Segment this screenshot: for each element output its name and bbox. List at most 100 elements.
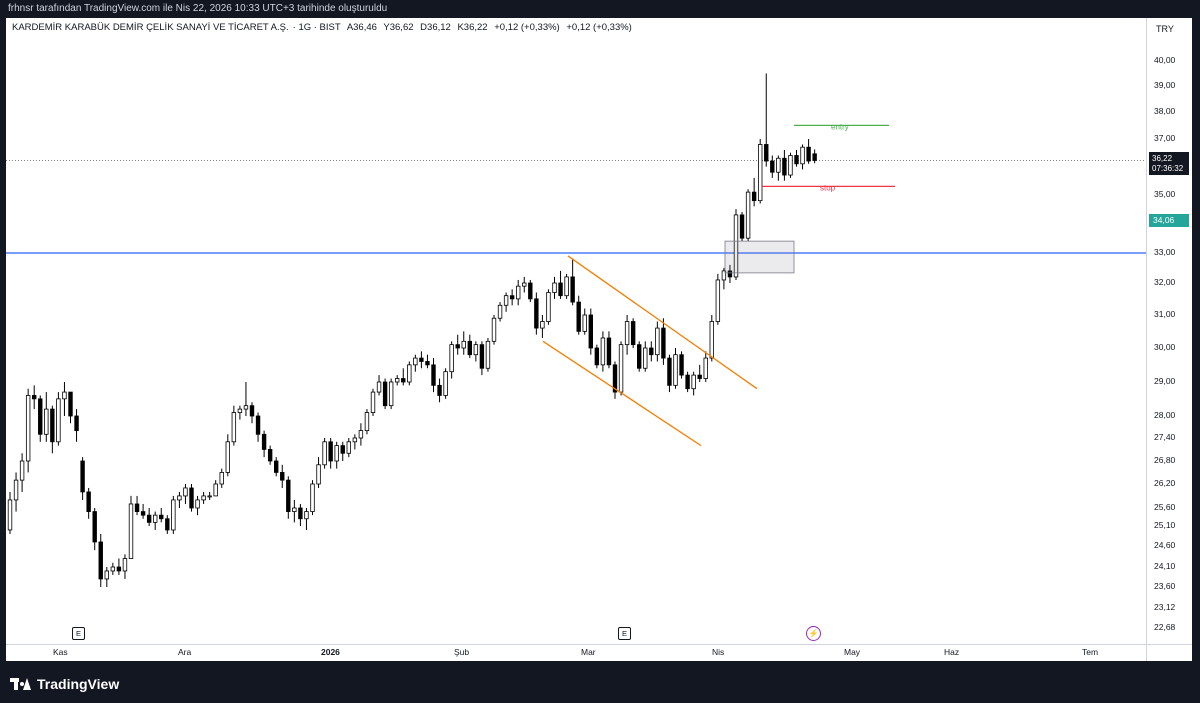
price-tick-label: 28,00 bbox=[1154, 410, 1176, 420]
time-axis-divider bbox=[6, 644, 1192, 645]
tradingview-logo[interactable]: TradingView bbox=[10, 676, 119, 692]
price-tick-label: 40,00 bbox=[1154, 55, 1176, 65]
candle-body bbox=[310, 483, 315, 512]
time-tick-label: Kas bbox=[53, 647, 68, 657]
price-tick-label: 37,00 bbox=[1154, 133, 1176, 143]
candle-body bbox=[31, 395, 37, 400]
candle-body bbox=[443, 371, 448, 396]
candle-body bbox=[758, 144, 763, 202]
candle-body bbox=[134, 503, 140, 512]
candle-body bbox=[679, 354, 684, 376]
candle-body bbox=[491, 317, 497, 342]
candle-body bbox=[594, 347, 600, 366]
candle-body bbox=[213, 483, 218, 497]
candle-body bbox=[388, 381, 394, 407]
price-tick-label: 23,12 bbox=[1154, 602, 1176, 612]
candle-body bbox=[243, 405, 249, 410]
candle-body bbox=[140, 511, 146, 516]
candle-body bbox=[745, 191, 751, 239]
currency-label[interactable]: TRY bbox=[1156, 24, 1174, 34]
candle-body bbox=[643, 347, 648, 369]
candle-body bbox=[92, 511, 97, 543]
candle-body bbox=[358, 430, 364, 439]
candle-body bbox=[25, 395, 31, 462]
candle-body bbox=[558, 282, 563, 297]
earnings-event-icon[interactable]: E bbox=[72, 627, 85, 640]
price-tick-label: 33,00 bbox=[1154, 247, 1176, 257]
chart-frame[interactable]: entry stop KARDEMİR KARABÜK DEMİR ÇELİK S… bbox=[6, 18, 1192, 661]
time-tick-label: Haz bbox=[944, 647, 960, 657]
time-tick-label: Mar bbox=[581, 647, 596, 657]
ohlc-open: A36,46 bbox=[346, 22, 377, 33]
candle-body bbox=[685, 374, 690, 390]
candle-body bbox=[794, 155, 799, 165]
candle-body bbox=[401, 378, 406, 383]
candle-body bbox=[165, 518, 170, 531]
candle-body bbox=[788, 155, 793, 176]
candle-body bbox=[461, 340, 466, 349]
candle-body bbox=[195, 499, 200, 509]
candle-body bbox=[56, 398, 61, 443]
candle-body bbox=[249, 405, 255, 417]
candle-body bbox=[570, 276, 575, 303]
candle-body bbox=[407, 364, 412, 383]
price-axis-divider bbox=[1146, 18, 1147, 661]
price-tick-label: 25,10 bbox=[1154, 520, 1176, 530]
candle-body bbox=[618, 344, 624, 393]
time-tick-label: Şub bbox=[454, 647, 470, 657]
candle-body bbox=[503, 295, 509, 306]
chart-canvas[interactable]: entry stop bbox=[6, 18, 1192, 661]
ohlc-change-alt: +0,12 (+0,33%) bbox=[566, 22, 632, 33]
price-tick-label: 24,10 bbox=[1154, 561, 1176, 571]
candle-body bbox=[13, 479, 19, 501]
stop-label: stop bbox=[820, 183, 836, 192]
candle-body bbox=[394, 378, 400, 383]
symbol-legend: KARDEMİR KARABÜK DEMİR ÇELİK SANAYİ VE T… bbox=[12, 22, 636, 33]
candle-body bbox=[44, 408, 49, 435]
footer: TradingView bbox=[0, 661, 1200, 703]
earnings-event-icon[interactable]: E bbox=[618, 627, 631, 640]
candle-body bbox=[159, 514, 164, 520]
candle-body bbox=[509, 295, 515, 300]
candle-body bbox=[255, 415, 261, 435]
time-tick-label: 2026 bbox=[321, 647, 340, 657]
candle-body bbox=[382, 381, 388, 407]
candle-body bbox=[534, 298, 539, 329]
candle-body bbox=[624, 321, 630, 346]
candle-body bbox=[552, 282, 557, 293]
dividend-bolt-icon[interactable]: ⚡ bbox=[806, 626, 821, 641]
candle-body bbox=[62, 391, 67, 400]
ohlc-low: D36,12 bbox=[420, 22, 451, 33]
candle-body bbox=[352, 437, 358, 443]
candle-body bbox=[322, 441, 327, 466]
channel-upper-line bbox=[567, 255, 758, 390]
candle-body bbox=[316, 464, 321, 485]
candle-body bbox=[540, 321, 545, 329]
candle-body bbox=[564, 276, 569, 297]
candle-body bbox=[219, 472, 224, 485]
channel-lower-line bbox=[542, 340, 702, 447]
ohlc-change: +0,12 (+0,33%) bbox=[494, 22, 560, 33]
candle-body bbox=[515, 285, 521, 300]
candle-body bbox=[437, 384, 442, 396]
candle-body bbox=[110, 566, 116, 572]
symbol-name: KARDEMİR KARABÜK DEMİR ÇELİK SANAYİ VE T… bbox=[12, 22, 289, 33]
candle-body bbox=[231, 412, 237, 443]
candle-body bbox=[183, 487, 188, 497]
time-tick-label: Nis bbox=[712, 647, 725, 657]
candle-body bbox=[68, 391, 73, 417]
candle-body bbox=[697, 374, 702, 379]
countdown-value: 07:36:32 bbox=[1152, 164, 1184, 173]
candle-body bbox=[703, 357, 708, 379]
candle-body bbox=[812, 153, 817, 161]
candle-body bbox=[419, 357, 424, 362]
price-tick-label: 23,60 bbox=[1154, 581, 1176, 591]
candle-body bbox=[346, 441, 351, 454]
candle-body bbox=[122, 558, 128, 572]
ohlc-high: Y36,62 bbox=[383, 22, 414, 33]
candle-body bbox=[576, 301, 581, 332]
candle-body bbox=[449, 344, 454, 373]
candle-body bbox=[425, 361, 430, 366]
candle-body bbox=[189, 487, 194, 509]
candle-body bbox=[207, 495, 212, 498]
